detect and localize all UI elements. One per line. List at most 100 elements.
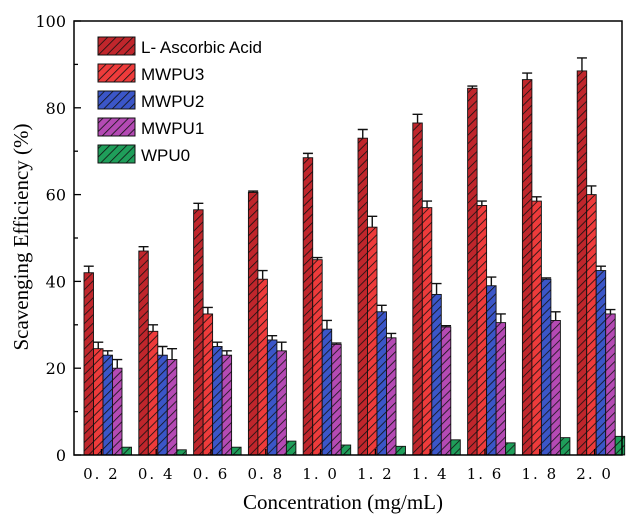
bar-wpu0-3 bbox=[285, 440, 297, 456]
bar-mwpu1-7 bbox=[495, 322, 507, 456]
error-bar bbox=[431, 282, 442, 295]
bar-mwpu3-6 bbox=[421, 207, 433, 456]
bar-mwpu2-9 bbox=[595, 270, 607, 456]
y-axis-title: Scavenging Efficiency (%) bbox=[9, 123, 33, 350]
bar-mwpu2-7 bbox=[486, 285, 497, 456]
error-bar bbox=[495, 313, 506, 323]
x-tick-label: 1. 0 bbox=[302, 465, 339, 483]
bar-l-ascorbic-acid-9 bbox=[576, 70, 588, 456]
bar-mwpu3-3 bbox=[257, 278, 268, 456]
error-bar bbox=[576, 57, 587, 71]
x-tick-label: 1. 6 bbox=[467, 465, 504, 483]
error-bar bbox=[367, 215, 378, 228]
error-bar bbox=[467, 85, 478, 89]
bar-mwpu2-5 bbox=[376, 311, 387, 456]
legend-swatch bbox=[97, 117, 136, 137]
bar-mwpu3-5 bbox=[367, 226, 378, 456]
legend-label: L- Ascorbic Acid bbox=[141, 38, 262, 57]
error-bar bbox=[422, 200, 433, 208]
bar-mwpu1-5 bbox=[386, 337, 397, 456]
error-bar bbox=[476, 200, 487, 206]
bar-mwpu3-1 bbox=[147, 330, 159, 456]
bar-mwpu3-0 bbox=[93, 348, 104, 456]
bar-mwpu3-7 bbox=[476, 204, 488, 456]
error-bar bbox=[267, 334, 278, 340]
bar-l-ascorbic-acid-4 bbox=[302, 157, 314, 456]
bar-wpu0-1 bbox=[176, 449, 187, 456]
bar-l-ascorbic-acid-0 bbox=[83, 272, 94, 456]
error-bar bbox=[193, 202, 204, 210]
y-tick-label: 80 bbox=[46, 99, 66, 118]
error-bar bbox=[221, 350, 232, 356]
error-bar bbox=[148, 324, 159, 332]
error-bar bbox=[331, 342, 342, 345]
error-bar bbox=[357, 128, 368, 139]
error-bar bbox=[441, 324, 452, 327]
error-bar bbox=[541, 277, 552, 280]
bar-l-ascorbic-acid-5 bbox=[357, 137, 368, 456]
bar-wpu0-5 bbox=[395, 445, 406, 456]
bar-mwpu2-2 bbox=[212, 346, 223, 456]
error-bar bbox=[321, 319, 332, 330]
bar-mwpu1-9 bbox=[605, 313, 616, 456]
y-tick-label: 100 bbox=[35, 12, 66, 31]
bar-wpu0-4 bbox=[340, 444, 352, 456]
bar-mwpu2-4 bbox=[321, 328, 333, 456]
error-bar bbox=[605, 308, 616, 314]
bar-mwpu1-0 bbox=[112, 367, 123, 456]
bar-mwpu2-8 bbox=[540, 278, 552, 456]
y-tick-label: 40 bbox=[46, 272, 66, 291]
error-bar bbox=[302, 152, 313, 158]
legend-label: MWPU1 bbox=[141, 119, 204, 138]
bar-mwpu1-1 bbox=[166, 359, 178, 456]
legend-swatch bbox=[97, 63, 136, 83]
x-tick-label: 0. 6 bbox=[193, 465, 230, 483]
error-bar bbox=[167, 347, 178, 360]
bar-l-ascorbic-acid-8 bbox=[521, 79, 533, 456]
bar-mwpu1-8 bbox=[550, 320, 561, 456]
error-bar bbox=[212, 341, 223, 347]
bar-mwpu2-0 bbox=[102, 354, 113, 456]
bar-wpu0-8 bbox=[559, 437, 571, 456]
legend-swatch bbox=[97, 36, 136, 56]
error-bar bbox=[550, 311, 561, 321]
x-tick-label: 0. 2 bbox=[83, 465, 120, 483]
error-bar bbox=[386, 332, 397, 338]
bar-mwpu2-6 bbox=[431, 293, 442, 456]
bar-mwpu1-2 bbox=[221, 354, 233, 456]
y-tick-label: 20 bbox=[46, 359, 66, 378]
x-tick-label: 0. 4 bbox=[138, 465, 175, 483]
bar-wpu0-9 bbox=[614, 435, 626, 456]
error-bar bbox=[157, 345, 168, 356]
x-tick-label: 0. 8 bbox=[247, 465, 284, 483]
legend: L- Ascorbic Acid MWPU3 MWPU2 MWPU1 WPU0 bbox=[97, 36, 262, 165]
error-bar bbox=[248, 190, 259, 193]
error-bar bbox=[202, 306, 213, 314]
x-tick-label: 1. 4 bbox=[412, 465, 449, 483]
error-bar bbox=[257, 269, 268, 280]
bar-l-ascorbic-acid-3 bbox=[247, 191, 259, 456]
error-bar bbox=[138, 245, 149, 252]
bar-l-ascorbic-acid-1 bbox=[138, 250, 149, 456]
error-bar bbox=[112, 358, 123, 369]
bar-l-ascorbic-acid-6 bbox=[412, 122, 423, 456]
error-bar bbox=[486, 276, 497, 286]
legend-swatch bbox=[97, 144, 136, 164]
y-tick-label: 60 bbox=[46, 186, 66, 205]
error-bar bbox=[276, 341, 287, 351]
bar-mwpu1-4 bbox=[331, 343, 342, 456]
bar-wpu0-6 bbox=[450, 439, 461, 456]
legend-swatch bbox=[97, 90, 136, 110]
bar-mwpu3-8 bbox=[531, 200, 542, 456]
bar-wpu0-0 bbox=[121, 446, 132, 456]
bar-l-ascorbic-acid-7 bbox=[467, 87, 478, 456]
error-bar bbox=[412, 113, 423, 123]
error-bar bbox=[83, 265, 94, 273]
bar-l-ascorbic-acid-2 bbox=[193, 209, 204, 456]
error-bar bbox=[93, 341, 104, 349]
axes-layer: 0 20 40 60 80 100 0. 2 0. 4 0. 6 0. 8 1. 0 1. 2 1. 4… bbox=[35, 12, 623, 483]
bar-wpu0-7 bbox=[505, 442, 516, 456]
x-axis-title: Concentration (mg/mL) bbox=[243, 490, 443, 514]
bar-mwpu3-2 bbox=[202, 313, 214, 456]
